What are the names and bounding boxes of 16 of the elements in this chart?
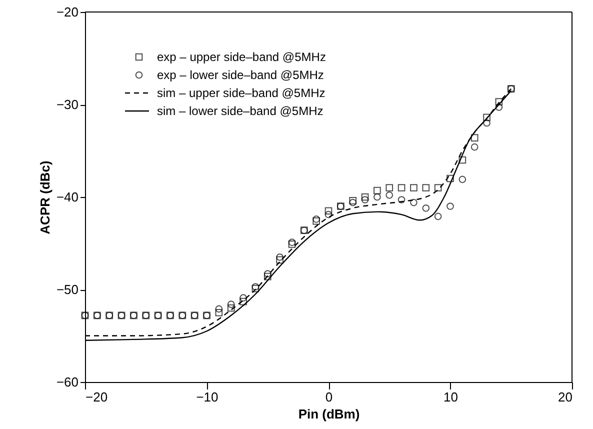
y-tick-label: −50: [56, 282, 78, 297]
x-tick-label: −10: [196, 390, 218, 404]
legend-label: sim – lower side–band @5MHz: [157, 104, 324, 118]
legend-label: sim – upper side–band @5MHz: [157, 86, 326, 100]
y-tick-label: −40: [56, 190, 78, 204]
legend-label: exp – lower side–band @5MHz: [157, 68, 324, 82]
y-tick-label: −20: [56, 4, 78, 20]
y-tick-label: −60: [56, 374, 78, 390]
x-tick-label: −20: [86, 390, 108, 404]
x-tick-label: 0: [325, 390, 333, 404]
legend-label: exp – upper side–band @5MHz: [157, 50, 326, 64]
y-tick-label: −30: [56, 97, 78, 112]
x-tick-label: 20: [558, 390, 572, 404]
y-axis-title: ACPR (dBc): [37, 160, 52, 234]
x-tick-label: 10: [444, 390, 458, 404]
x-axis-title: Pin (dBm): [298, 406, 360, 422]
